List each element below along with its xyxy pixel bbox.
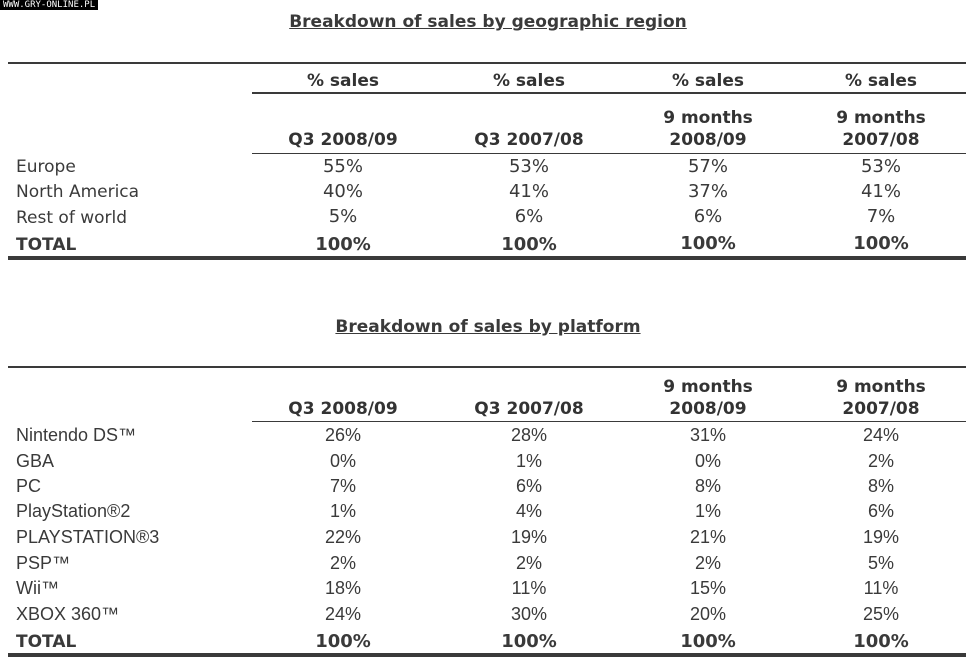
platform-cell: 24% — [862, 425, 900, 445]
platform-cell: 5% — [867, 553, 894, 573]
platform-cell: 7% — [329, 476, 356, 496]
platform-row-label: PlayStation®2 — [16, 501, 131, 521]
platform-row-label: PLAYSTATION®3 — [16, 527, 160, 547]
region-cell: 6% — [693, 206, 723, 227]
platform-period-header-3a: 9 months — [663, 377, 753, 397]
region-period-header-3b: 2008/09 — [669, 130, 747, 150]
platform-cell: 2% — [515, 553, 542, 573]
region-cell: 41% — [508, 181, 549, 202]
region-cell: 57% — [687, 156, 728, 177]
region-total-cell: 100% — [680, 233, 736, 254]
platform-cell: 1% — [515, 451, 542, 471]
platform-bottom-rule — [8, 653, 966, 657]
region-period-header-4b: 2007/08 — [842, 130, 920, 150]
region-header-rule — [252, 92, 966, 94]
region-subheader-rule — [252, 153, 966, 154]
platform-total-label: TOTAL — [16, 632, 77, 652]
platform-cell: 2% — [694, 553, 721, 573]
platform-cell: 1% — [694, 501, 721, 521]
platform-cell: 28% — [510, 425, 548, 445]
platform-cell: 1% — [329, 501, 356, 521]
platform-cell: 18% — [324, 578, 362, 598]
region-cell: 5% — [328, 206, 358, 227]
platform-period-header-4a: 9 months — [836, 377, 926, 397]
region-total-cell: 100% — [501, 234, 557, 255]
platform-period-header-3b: 2008/09 — [669, 399, 747, 419]
region-table-title: Breakdown of sales by geographic region — [289, 12, 687, 32]
region-row-label: North America — [16, 182, 140, 202]
region-top-rule — [8, 62, 966, 64]
platform-row-label: Nintendo DS™ — [16, 425, 137, 445]
region-pct-header-1: % sales — [306, 71, 380, 91]
platform-cell: 8% — [694, 476, 721, 496]
platform-cell: 25% — [862, 604, 900, 624]
region-pct-header-4: % sales — [844, 71, 918, 91]
platform-table-title: Breakdown of sales by platform — [335, 317, 641, 337]
region-cell: 55% — [322, 156, 363, 177]
platform-cell: 0% — [694, 451, 721, 471]
platform-row-label: XBOX 360™ — [16, 604, 120, 624]
platform-cell: 2% — [867, 451, 894, 471]
region-cell: 6% — [514, 206, 544, 227]
platform-cell: 19% — [862, 527, 900, 547]
platform-row-label: Wii™ — [16, 578, 59, 598]
platform-row-label: PSP™ — [16, 553, 71, 573]
platform-cell: 31% — [689, 425, 727, 445]
region-cell: 53% — [508, 156, 549, 177]
region-cell: 40% — [322, 181, 363, 202]
platform-subheader-rule — [252, 421, 966, 422]
region-cell: 7% — [866, 206, 896, 227]
platform-cell: 15% — [689, 578, 727, 598]
region-period-header-4a: 9 months — [836, 108, 926, 128]
platform-row-label: PC — [16, 476, 42, 496]
platform-cell: 19% — [510, 527, 548, 547]
platform-cell: 6% — [515, 476, 542, 496]
region-row-label: Europe — [16, 157, 76, 177]
platform-period-header-4b: 2007/08 — [842, 399, 920, 419]
platform-cell: 20% — [689, 604, 727, 624]
platform-cell: 30% — [510, 604, 548, 624]
platform-cell: 2% — [329, 553, 356, 573]
platform-cell: 11% — [863, 578, 899, 598]
platform-total-cell: 100% — [680, 631, 736, 652]
region-cell: 53% — [860, 156, 901, 177]
platform-cell: 0% — [329, 451, 356, 471]
platform-cell: 21% — [689, 527, 727, 547]
platform-total-cell: 100% — [315, 631, 371, 652]
platform-cell: 26% — [324, 425, 362, 445]
platform-row-label: GBA — [16, 451, 55, 471]
platform-cell: 24% — [324, 604, 362, 624]
platform-top-rule — [8, 366, 966, 368]
region-total-cell: 100% — [315, 234, 371, 255]
region-total-cell: 100% — [853, 233, 909, 254]
region-pct-header-2: % sales — [492, 71, 566, 91]
region-period-header-1: Q3 2008/09 — [288, 130, 398, 150]
platform-cell: 6% — [867, 501, 894, 521]
platform-cell: 11% — [511, 578, 547, 598]
region-period-header-3a: 9 months — [663, 108, 753, 128]
platform-period-header-2: Q3 2007/08 — [474, 399, 584, 419]
region-pct-header-3: % sales — [671, 71, 745, 91]
region-cell: 41% — [860, 181, 901, 202]
site-watermark: WWW.GRY-ONLINE.PL — [0, 0, 99, 10]
platform-cell: 8% — [867, 476, 894, 496]
platform-total-cell: 100% — [853, 631, 909, 652]
region-row-label: Rest of world — [16, 208, 128, 228]
region-bottom-rule — [8, 256, 966, 260]
platform-total-cell: 100% — [501, 631, 557, 652]
platform-cell: 4% — [515, 501, 542, 521]
region-total-label: TOTAL — [16, 235, 77, 255]
region-period-header-2: Q3 2007/08 — [474, 130, 584, 150]
region-cell: 37% — [687, 181, 728, 202]
platform-cell: 22% — [324, 527, 362, 547]
platform-period-header-1: Q3 2008/09 — [288, 399, 398, 419]
